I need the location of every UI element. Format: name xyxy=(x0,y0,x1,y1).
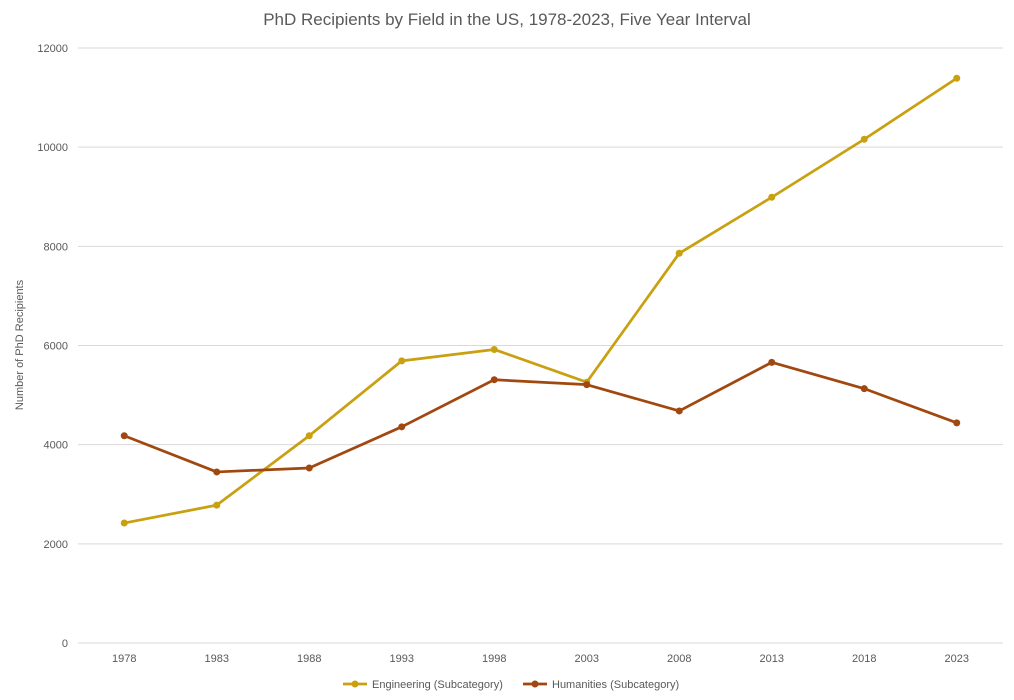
x-tick-label: 1983 xyxy=(205,653,229,665)
data-point xyxy=(675,407,683,415)
data-point xyxy=(398,423,406,431)
data-point xyxy=(490,376,498,384)
y-tick-label: 0 xyxy=(62,638,68,650)
legend-label: Engineering (Subcategory) xyxy=(372,679,503,691)
data-point xyxy=(860,385,868,393)
series-line xyxy=(122,76,959,525)
data-point xyxy=(120,519,128,527)
data-point xyxy=(860,135,868,143)
x-tick-label: 1988 xyxy=(297,653,321,665)
chart-title: PhD Recipients by Field in the US, 1978-… xyxy=(263,10,751,29)
series-line xyxy=(122,360,959,474)
x-tick-label: 2013 xyxy=(760,653,784,665)
data-point xyxy=(768,358,776,366)
x-axis-ticks: 1978 1983 1988 1993 1998 2003 2008 2013 2018 2023 xyxy=(112,653,969,665)
legend-swatch-marker xyxy=(351,680,359,688)
x-tick-label: 1993 xyxy=(390,653,414,665)
x-tick-label: 1978 xyxy=(112,653,136,665)
data-point xyxy=(305,464,313,472)
data-point xyxy=(768,193,776,201)
data-point xyxy=(305,432,313,440)
data-point xyxy=(675,249,683,257)
x-tick-label: 1998 xyxy=(482,653,506,665)
x-tick-label: 2008 xyxy=(667,653,691,665)
y-axis-ticks: 0 2000 4000 6000 8000 10000 12000 xyxy=(37,43,68,650)
data-point xyxy=(583,381,591,389)
data-point xyxy=(953,74,961,82)
gridlines xyxy=(78,47,1003,644)
y-tick-label: 8000 xyxy=(44,241,68,253)
data-point xyxy=(120,432,128,440)
data-point xyxy=(953,419,961,427)
x-tick-label: 2023 xyxy=(945,653,969,665)
y-tick-label: 10000 xyxy=(37,142,68,154)
y-tick-label: 6000 xyxy=(44,341,68,353)
data-point xyxy=(398,357,406,365)
series-layer xyxy=(120,74,961,527)
y-tick-label: 2000 xyxy=(44,539,68,551)
legend-swatch-marker xyxy=(531,680,539,688)
y-axis-title: Number of PhD Recipients xyxy=(14,279,26,410)
data-point xyxy=(213,501,221,509)
y-tick-label: 12000 xyxy=(37,43,68,55)
x-tick-label: 2003 xyxy=(575,653,599,665)
data-point xyxy=(213,468,221,476)
legend-label: Humanities (Subcategory) xyxy=(552,679,679,691)
data-point xyxy=(490,345,498,353)
y-tick-label: 4000 xyxy=(44,440,68,452)
x-tick-label: 2018 xyxy=(852,653,876,665)
legend: Engineering (Subcategory) Humanities (Sub… xyxy=(343,679,679,691)
